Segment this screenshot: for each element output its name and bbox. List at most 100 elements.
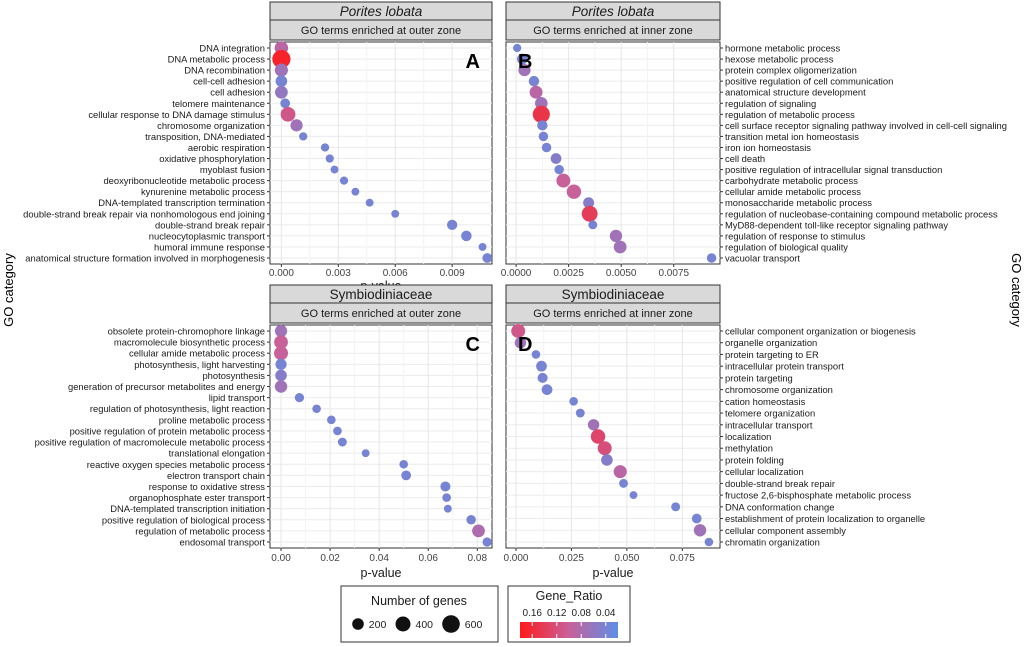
y-tick-label: positive regulation of cell communicatio…: [725, 76, 893, 87]
data-point: [365, 198, 374, 207]
y-tick-label: reactive oxygen species metabolic proces…: [87, 459, 266, 470]
data-point: [327, 415, 336, 425]
size-legend-title: Number of genes: [371, 594, 467, 608]
data-point: [280, 106, 296, 122]
data-point: [472, 524, 485, 538]
data-point: [333, 426, 342, 436]
y-tick-label: oxidative phosphorylation: [159, 153, 265, 164]
plot-area: [269, 41, 493, 265]
data-point: [587, 419, 600, 431]
y-tick-label: cellular amide metabolic process: [725, 186, 861, 197]
data-point: [629, 491, 638, 500]
y-tick-label: transposition, DNA-mediated: [145, 131, 265, 142]
y-tick-label: kynurenine metabolic process: [141, 186, 265, 197]
x-tick-label: 0.0075: [658, 268, 689, 279]
y-tick-label: fructose 2,6-bisphosphate metabolic proc…: [725, 490, 911, 501]
y-tick-label: cellular localization: [725, 466, 804, 477]
y-tick-label: DNA integration: [199, 43, 265, 54]
panel-letter: B: [518, 51, 532, 73]
data-point: [511, 324, 526, 338]
data-point: [541, 142, 552, 153]
data-point: [447, 219, 458, 230]
y-tick-label: regulation of photosynthesis, light reac…: [90, 403, 265, 414]
panel-letter: C: [466, 334, 480, 356]
y-tick-label: DNA conformation change: [725, 501, 834, 512]
x-tick-label: 0.08: [468, 553, 488, 564]
data-points: [272, 41, 493, 263]
y-tick-label: telomere maintenance: [172, 98, 265, 109]
data-point: [274, 63, 288, 77]
data-point: [361, 449, 370, 458]
data-point: [274, 380, 288, 393]
data-point: [518, 64, 531, 77]
data-point: [330, 165, 339, 174]
y-tick-label: double-strand break repair via nonhomolo…: [23, 208, 265, 219]
y-tick-label: cellular component assembly: [725, 525, 846, 536]
panel-letter: D: [518, 334, 532, 356]
data-point: [280, 98, 291, 109]
x-tick-label: 0.0050: [606, 268, 637, 279]
y-tick-label: establishment of protein localization to…: [725, 513, 925, 524]
y-tick-label: cation homeostasis: [725, 396, 806, 407]
y-tick-label: macromolecule biosynthetic process: [114, 337, 265, 348]
y-tick-label: cell surface receptor signaling pathway …: [725, 120, 1007, 131]
x-tick-label: 0.00: [271, 553, 291, 564]
color-legend-tick-label: 0.08: [572, 608, 592, 619]
panel-subtitle: GO terms enriched at inner zone: [533, 25, 693, 37]
y-tick-label: positive regulation of macromolecule met…: [35, 437, 266, 448]
data-points: [274, 324, 492, 547]
y-tick-label: cellular component organization or bioge…: [725, 326, 916, 337]
data-point: [482, 537, 492, 547]
x-tick-label: 0.000: [269, 268, 294, 279]
y-tick-label: obsolete protein-chromophore linkage: [108, 326, 265, 337]
data-points: [513, 43, 717, 263]
data-point: [597, 441, 612, 456]
data-point: [671, 502, 681, 512]
data-point: [440, 481, 451, 492]
data-point: [575, 408, 585, 418]
data-point: [537, 120, 548, 131]
y-tick-label: telomere organization: [725, 408, 815, 419]
y-tick-label: positive regulation of protein metabolic…: [70, 425, 266, 436]
y-tick-label: aerobic respiration: [188, 142, 265, 153]
y-tick-label: intracellular transport: [725, 419, 813, 430]
data-point: [272, 49, 291, 69]
data-point: [536, 360, 547, 372]
data-point: [320, 143, 330, 152]
y-tick-label: protein folding: [725, 454, 784, 465]
y-tick-label: proline metabolic process: [159, 414, 266, 425]
panel-letter: A: [466, 51, 480, 73]
y-tick-label: regulation of nucleobase-containing comp…: [725, 208, 998, 219]
data-point: [275, 358, 287, 370]
panel-D: Symbiodiniaceae GO terms enriched at inne…: [503, 284, 925, 580]
data-point: [554, 164, 564, 175]
size-legend-symbol: [442, 615, 460, 633]
data-point: [399, 459, 408, 469]
x-tick-label: 0.06: [418, 553, 438, 564]
size-legend-box: [340, 585, 499, 643]
data-point: [274, 335, 288, 349]
y-tick-label: chromosome organization: [157, 120, 265, 131]
y-tick-label: electron transport chain: [167, 470, 265, 481]
x-tick-label: 0.003: [326, 268, 351, 279]
data-point: [401, 470, 412, 481]
y-tick-label: positive regulation of intracellular sig…: [725, 164, 942, 175]
x-tick-label: 0.075: [670, 553, 695, 564]
y-tick-label: monosaccharide metabolic process: [725, 197, 872, 208]
y-tick-label: regulation of biological quality: [725, 241, 848, 252]
y-tick-label: DNA-templated transcription initiation: [110, 503, 265, 514]
y-tick-label: generation of precursor metabolites and …: [68, 381, 265, 392]
y-tick-label: organelle organization: [725, 337, 817, 348]
size-legend-label: 200: [369, 619, 387, 631]
data-point: [529, 85, 543, 99]
data-point: [517, 53, 528, 65]
size-legend: Number of genes 200 400 600: [340, 585, 499, 643]
panel-strip-title: Symbiodiniaceae: [330, 287, 433, 302]
x-tick-label: 0.0025: [553, 268, 584, 279]
y-axis-label-left: GO category: [1, 253, 16, 327]
y-tick-label: vacuolar transport: [725, 253, 800, 264]
data-point: [613, 240, 627, 254]
data-point: [325, 154, 334, 163]
data-point: [609, 229, 623, 243]
data-point: [275, 75, 288, 87]
